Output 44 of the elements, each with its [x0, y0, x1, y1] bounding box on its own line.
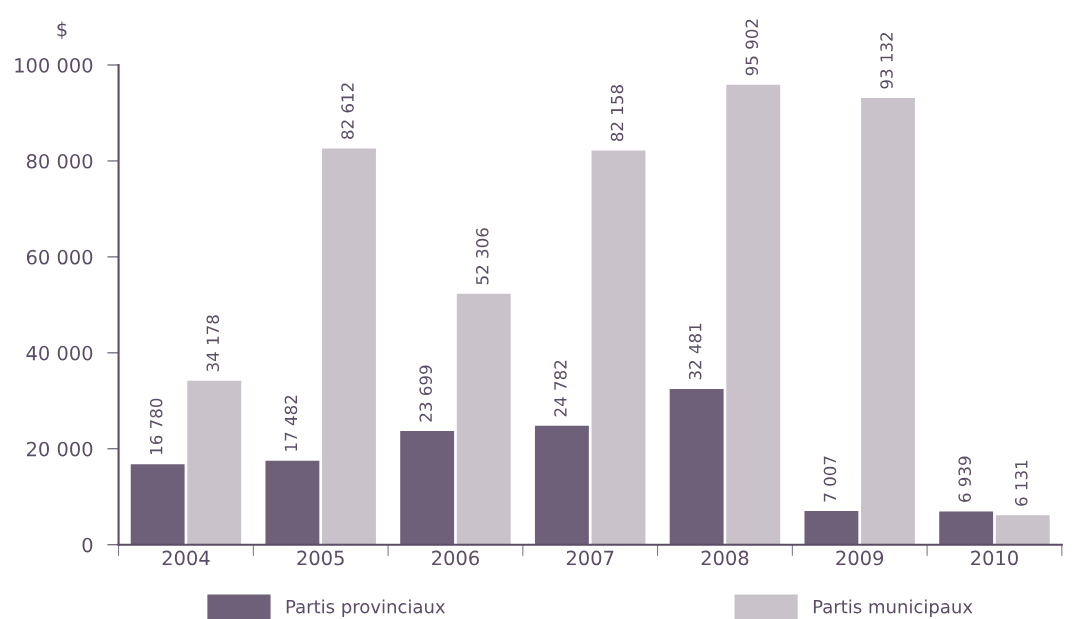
y-tick-label: 80 000	[26, 153, 93, 169]
bar	[322, 148, 376, 545]
data-label: 6 131	[1014, 460, 1028, 506]
bar	[861, 97, 915, 545]
bar	[400, 431, 455, 545]
data-label: 23 699	[419, 365, 432, 422]
data-label: 7 007	[823, 456, 837, 502]
data-label: 34 178	[206, 315, 220, 372]
data-label: 6 939	[958, 456, 971, 502]
legend-label: Partis municipaux	[813, 599, 973, 617]
bar	[591, 150, 646, 545]
x-tick-label: 2010	[971, 550, 1018, 566]
data-label: 82 158	[610, 85, 624, 142]
bar	[130, 464, 185, 545]
bar	[939, 511, 994, 545]
legend-label: Partis provinciaux	[286, 599, 446, 617]
data-label: 52 306	[475, 228, 489, 285]
bar	[995, 515, 1050, 545]
y-tick-label: 60 000	[26, 249, 93, 265]
bar	[187, 380, 242, 545]
bar	[804, 511, 859, 545]
y-tick-label: 0	[82, 537, 93, 553]
x-tick-label: 2007	[566, 550, 614, 566]
data-label: 17 482	[284, 395, 298, 451]
y-tick-label: 20 000	[26, 441, 93, 457]
bar	[669, 388, 724, 545]
bar	[265, 460, 320, 545]
x-tick-label: 2004	[162, 550, 210, 566]
x-tick-label: 2006	[432, 550, 479, 566]
bar	[534, 425, 589, 545]
y-tick-label: 40 000	[26, 345, 93, 361]
data-label: 32 481	[688, 323, 702, 380]
x-tick-label: 2008	[701, 550, 749, 566]
y-axis-title: $	[57, 21, 67, 40]
data-label: 95 902	[745, 19, 759, 76]
y-tick-label: 100 000	[15, 57, 93, 73]
x-tick-label: 2009	[836, 550, 884, 566]
data-label: 82 612	[341, 83, 354, 139]
bar	[726, 84, 781, 545]
data-label: 24 782	[554, 360, 567, 417]
data-label: 16 780	[149, 398, 163, 455]
data-label: 93 132	[880, 32, 893, 89]
x-tick-label: 2005	[297, 550, 344, 566]
bar	[456, 293, 511, 545]
